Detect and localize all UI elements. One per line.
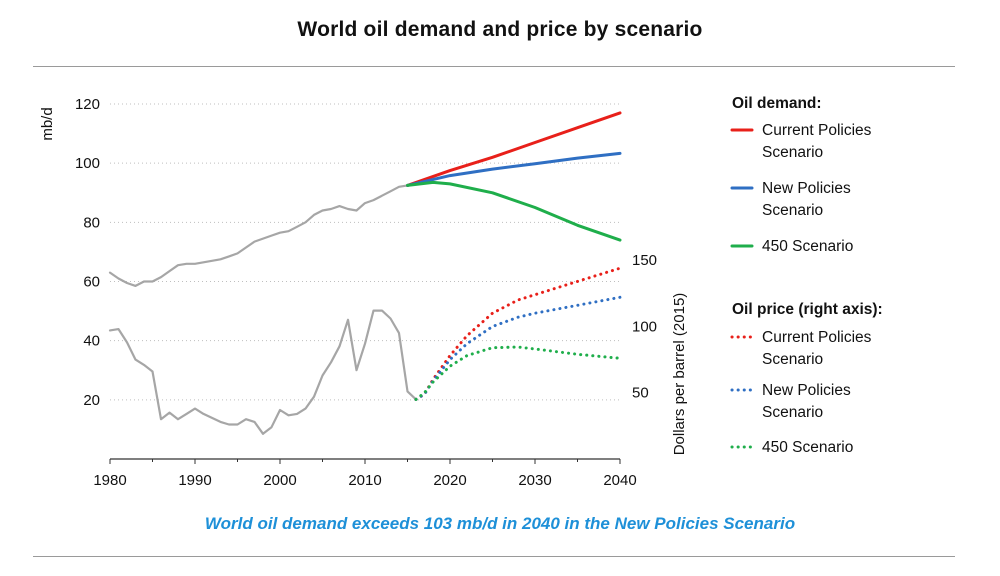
y-tick-label: 40 xyxy=(83,333,100,350)
bottom-divider xyxy=(33,556,955,557)
series-line xyxy=(406,151,622,187)
y2-tick-label: 50 xyxy=(632,385,649,402)
series-line xyxy=(406,180,622,242)
y2-axis-title: Dollars per barrel (2015) xyxy=(671,293,688,456)
x-tick-label: 2000 xyxy=(263,472,296,489)
series-line xyxy=(414,266,622,401)
legend-label: Current Policies xyxy=(762,329,872,346)
y-tick-label: 20 xyxy=(83,392,100,409)
legend-label: 450 Scenario xyxy=(762,439,853,456)
y-tick-label: 120 xyxy=(75,96,100,113)
x-tick-label: 2030 xyxy=(518,472,551,489)
legend-label: Current Policies xyxy=(762,122,872,139)
y-tick-label: 80 xyxy=(83,214,100,231)
legend-label: Scenario xyxy=(762,144,823,161)
series-lines xyxy=(108,111,622,435)
x-tick-label: 2010 xyxy=(348,472,381,489)
legend-label: Scenario xyxy=(762,202,823,219)
gridlines xyxy=(110,103,620,401)
y-tick-label: 100 xyxy=(75,155,100,172)
legend-label: New Policies xyxy=(762,382,851,399)
x-tick-label: 1990 xyxy=(178,472,211,489)
legend-label: Scenario xyxy=(762,351,823,368)
x-tick-label: 2040 xyxy=(603,472,636,489)
chart-title: World oil demand and price by scenario xyxy=(297,18,703,41)
y2-tick-label: 100 xyxy=(632,318,657,335)
y2-tick-label: 150 xyxy=(632,252,657,269)
y-axis-title: mb/d xyxy=(39,107,56,140)
legend-heading-price: Oil price (right axis): xyxy=(732,301,883,318)
x-tick-label: 1980 xyxy=(93,472,126,489)
series-line xyxy=(108,309,418,435)
legend-label: 450 Scenario xyxy=(762,238,853,255)
chart-caption: World oil demand exceeds 103 mb/d in 204… xyxy=(204,514,796,533)
top-divider xyxy=(33,66,955,67)
y-tick-label: 60 xyxy=(83,274,100,291)
series-line xyxy=(108,184,409,287)
legend-heading-demand: Oil demand: xyxy=(732,95,822,112)
legend-label: Scenario xyxy=(762,404,823,421)
series-line xyxy=(414,295,622,401)
legend-label: New Policies xyxy=(762,180,851,197)
legend: Oil demand: Oil price (right axis): Curren… xyxy=(730,95,883,456)
series-line xyxy=(414,345,622,401)
series-line xyxy=(406,111,622,187)
x-tick-label: 2020 xyxy=(433,472,466,489)
